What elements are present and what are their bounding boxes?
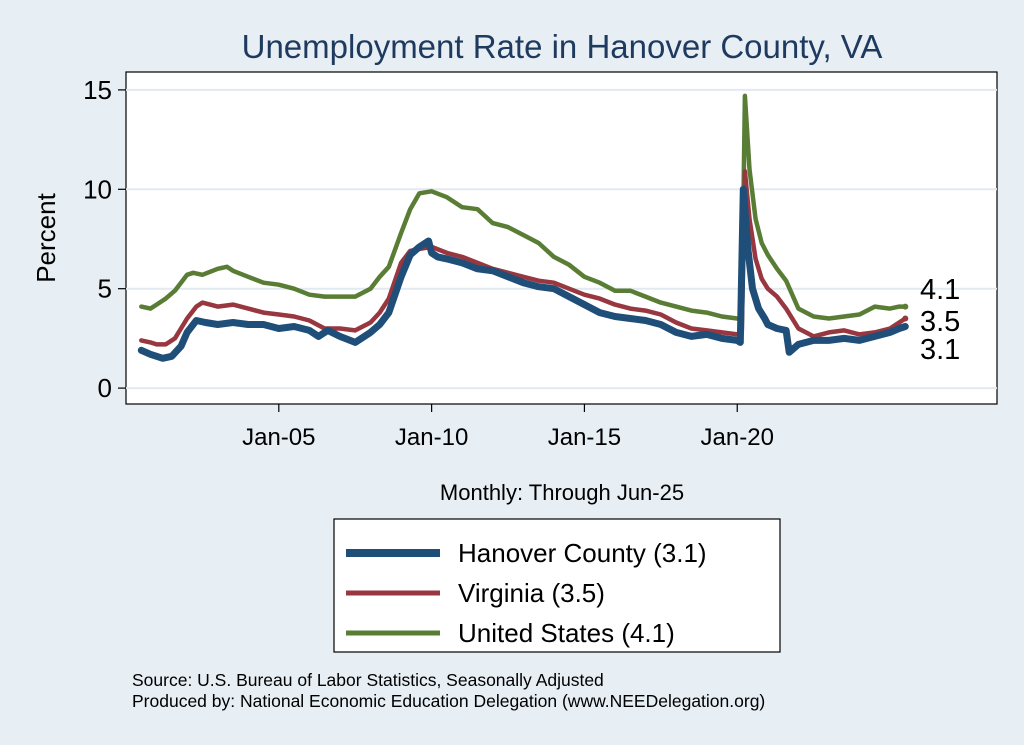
series-line: [137, 185, 909, 362]
legend-box: [333, 518, 781, 653]
series-end-label: 4.1: [920, 274, 960, 306]
legend-label: Virginia (3.5): [458, 578, 605, 608]
x-axis: Jan-05 Jan-10 Jan-15 Jan-20: [242, 404, 774, 451]
y-axis-label: Percent: [31, 192, 61, 282]
series-end-marker: [902, 315, 909, 322]
end-labels: 4.13.53.1: [902, 274, 960, 366]
series-end-label: 3.1: [920, 334, 960, 366]
x-tick-label: Jan-15: [548, 424, 621, 451]
chart-footer: Source: U.S. Bureau of Labor Statistics,…: [132, 670, 765, 712]
legend-items: Hanover County (3.1) Virginia (3.5) United…: [346, 538, 707, 648]
legend: Hanover County (3.1) Virginia (3.5) United…: [333, 518, 781, 653]
grid-lines: [126, 88, 997, 390]
series-line: [139, 93, 908, 321]
series-lines: [137, 93, 909, 362]
y-tick-label: 10: [83, 174, 112, 204]
plot-area: [125, 71, 998, 405]
y-tick-label: 5: [98, 274, 112, 304]
x-tick-label: Jan-10: [395, 424, 468, 451]
series-end-marker: [902, 323, 909, 330]
series-end-marker: [902, 303, 909, 310]
source-note: Source: U.S. Bureau of Labor Statistics,…: [132, 670, 604, 690]
y-axis: 0 5 10 15: [83, 75, 126, 403]
unemployment-chart: Unemployment Rate in Hanover County, VA …: [31, 28, 998, 653]
x-tick-label: Jan-05: [242, 424, 315, 451]
chart-title: Unemployment Rate in Hanover County, VA: [242, 28, 883, 65]
series-end-label: 3.5: [920, 306, 960, 338]
x-axis-label: Monthly: Through Jun-25: [440, 480, 684, 505]
legend-label: Hanover County (3.1): [458, 538, 707, 568]
legend-label: United States (4.1): [458, 618, 675, 648]
y-tick-label: 15: [83, 75, 112, 105]
series-line: [139, 169, 908, 347]
y-tick-label: 0: [98, 373, 112, 403]
producer-note: Produced by: National Economic Education…: [132, 691, 766, 711]
x-tick-label: Jan-20: [701, 424, 774, 451]
